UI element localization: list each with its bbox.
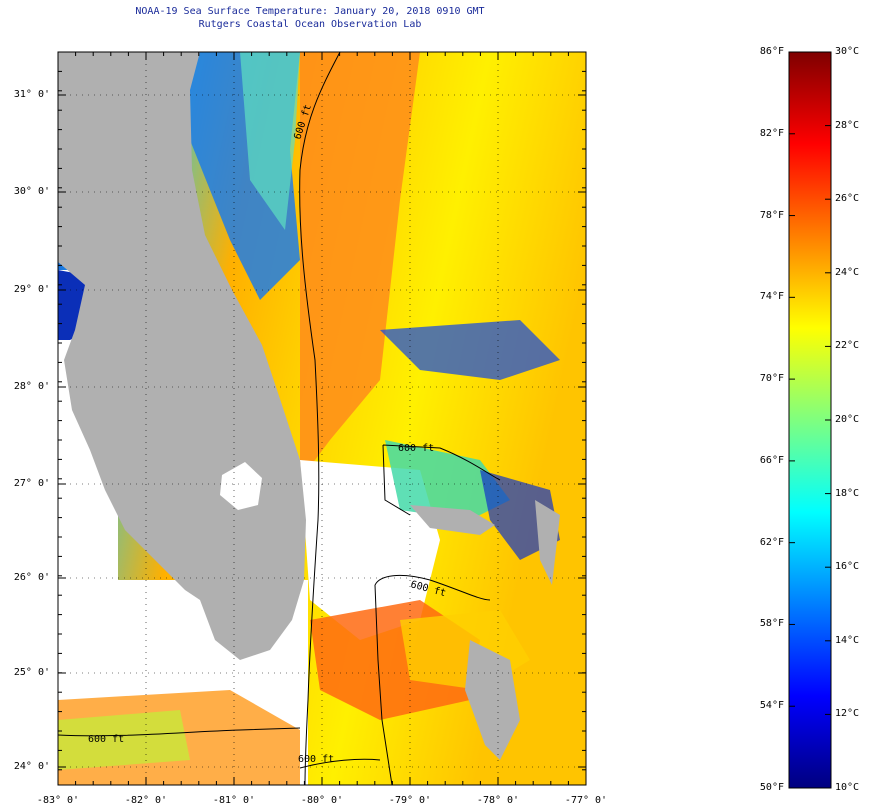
colorbar-f-label: 50°F (759, 782, 784, 793)
colorbar-f-label: 66°F (759, 454, 784, 466)
colorbar-f-label: 74°F (759, 291, 784, 303)
latitude-label: 29° 0' (13, 284, 50, 295)
colorbar-c-label: 28°C (835, 119, 860, 131)
longitude-label: -81° 0' (212, 795, 256, 806)
latitude-label: 27° 0' (13, 478, 50, 489)
longitude-label: -82° 0' (124, 795, 168, 806)
contour-600ft-bahama-bank (382, 444, 501, 516)
longitude-label: -79° 0' (388, 795, 432, 806)
graticule (57, 52, 587, 785)
colorbar-c-label: 10°C (835, 782, 860, 793)
colorbar-c-label: 18°C (835, 487, 860, 499)
contour-label: 600 ft (398, 443, 434, 454)
longitude-label: -80° 0' (300, 795, 344, 806)
andros-land (465, 640, 520, 760)
colorbar-c-label: 14°C (835, 634, 860, 646)
colorbar-f-label: 82°F (759, 127, 784, 139)
colorbar (788, 51, 832, 789)
lake-okeechobee (220, 462, 262, 510)
colorbar-f-label: 58°F (759, 618, 784, 630)
longitude-label: -77° 0' (564, 795, 608, 806)
colorbar-c-label: 12°C (835, 708, 860, 720)
latitude-label: 24° 0' (13, 761, 50, 772)
gulf-stream-warm-band (300, 52, 420, 480)
colorbar-c-label: 16°C (835, 561, 860, 573)
colorbar-c-label: 30°C (835, 46, 860, 57)
colorbar-c-label: 24°C (835, 266, 860, 278)
contour-label: 600 ft (88, 734, 124, 745)
map-subtitle: Rutgers Coastal Ocean Observation Lab (198, 19, 422, 30)
longitude-label: -78° 0' (476, 795, 520, 806)
latitude-label: 28° 0' (13, 381, 50, 392)
abaco-land (535, 500, 560, 585)
contour-600ft-florida (299, 52, 341, 785)
map-title: NOAA-19 Sea Surface Temperature: January… (135, 6, 485, 17)
contour-label: 600 ft (298, 754, 334, 765)
grand-bahama-land (410, 505, 495, 535)
longitude-label: -83° 0' (36, 795, 80, 806)
colorbar-f-label: 70°F (759, 373, 784, 385)
latitude-label: 25° 0' (13, 667, 50, 678)
colorbar-c-label: 20°C (835, 414, 860, 425)
contour-600ft-great-bahama-bank (374, 574, 491, 785)
colorbar-c-label: 26°C (835, 193, 860, 205)
latitude-label: 26° 0' (13, 572, 50, 583)
contour-600ft-keys (58, 727, 301, 737)
colorbar-f-label: 62°F (759, 536, 784, 548)
colorbar-f-label: 78°F (759, 209, 784, 221)
colorbar-c-label: 22°C (835, 340, 860, 352)
colorbar-f-label: 54°F (759, 700, 784, 712)
axis-ticks (57, 51, 587, 785)
colorbar-f-label: 86°F (759, 46, 784, 57)
latitude-label: 30° 0' (13, 186, 50, 197)
colorbar-ticks (789, 51, 831, 789)
latitude-label: 31° 0' (13, 89, 50, 100)
